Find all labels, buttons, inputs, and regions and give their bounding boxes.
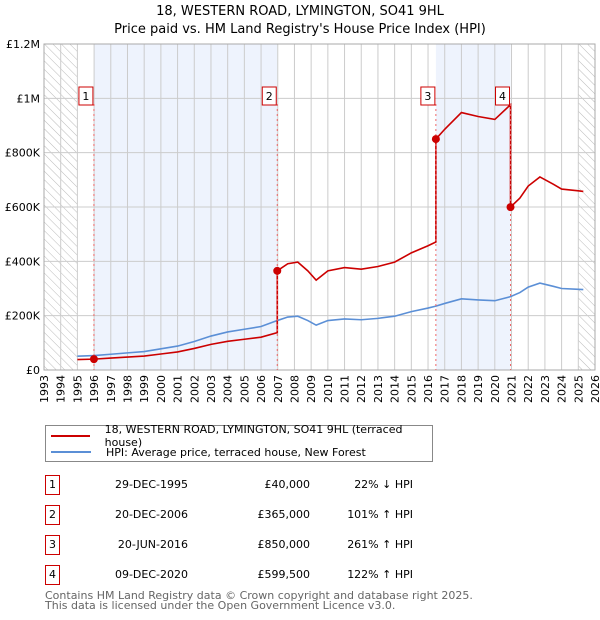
x-tick-label: 1997 [105, 375, 118, 403]
x-tick-label: 2025 [572, 375, 585, 403]
legend-item-price: 18, WESTERN ROAD, LYMINGTON, SO41 9HL (t… [46, 423, 432, 449]
legend-item-hpi: HPI: Average price, terraced house, New … [46, 444, 366, 460]
x-tick-label: 1996 [88, 375, 101, 403]
x-tick-label: 2021 [506, 375, 519, 403]
footer-line: Contains HM Land Registry data © Crown c… [45, 589, 473, 602]
x-tick-label: 1998 [121, 375, 134, 403]
sale-marker-box [261, 86, 277, 106]
x-tick-label: 2024 [556, 375, 569, 403]
sale-row: 3 20-JUN-2016 £850,000 261% ↑ HPI [45, 535, 445, 555]
sale-marker-box [78, 86, 94, 106]
legend-label: 18, WESTERN ROAD, LYMINGTON, SO41 9HL (t… [104, 423, 403, 449]
x-tick-label: 2014 [389, 375, 402, 403]
hpi-line [77, 282, 584, 357]
x-tick-label: 2017 [439, 375, 452, 403]
y-tick-label: £0 [26, 364, 40, 377]
x-tick-label: 2019 [472, 375, 485, 403]
x-tick-label: 2004 [222, 375, 235, 403]
sale-hpi-diff: 101% ↑ HPI [347, 508, 413, 521]
chart-subtitle: Price paid vs. HM Land Registry's House … [114, 22, 486, 37]
x-tick-label: 2023 [539, 375, 552, 403]
x-tick-label: 2020 [489, 375, 502, 403]
x-tick-label: 2010 [322, 375, 335, 403]
sale-date: 29-DEC-1995 [114, 478, 188, 491]
x-tick-label: 2002 [188, 375, 201, 403]
x-tick-label: 2011 [339, 375, 352, 403]
x-tick-label: 2000 [155, 375, 168, 403]
sale-hpi-diff: 261% ↑ HPI [347, 538, 413, 551]
sale-marker-box [420, 86, 436, 106]
sale-date: 20-JUN-2016 [117, 538, 188, 551]
sale-hpi-diff: 122% ↑ HPI [347, 568, 413, 581]
footer-line: This data is licensed under the Open Gov… [45, 599, 396, 612]
legend-label: HPI: Average price, terraced house, New … [106, 445, 366, 459]
sale-price: £365,000 [257, 508, 311, 521]
x-tick-label: 2012 [355, 375, 368, 403]
y-tick-label: £800K [5, 147, 41, 160]
sale-point [506, 203, 515, 212]
sale-row: 4 09-DEC-2020 £599,500 122% ↑ HPI [45, 565, 445, 585]
x-tick-label: 1995 [71, 375, 84, 403]
x-tick-label: 1999 [138, 375, 151, 403]
sale-point [89, 355, 98, 364]
sale-date: 20-DEC-2006 [114, 508, 188, 521]
chart-title: 18, WESTERN ROAD, LYMINGTON, SO41 9HL [156, 4, 444, 19]
sale-hpi-diff: 22% ↓ HPI [354, 478, 413, 491]
y-tick-label: £200K [5, 310, 41, 323]
x-tick-label: 2005 [238, 375, 251, 403]
x-tick-label: 2001 [172, 375, 185, 403]
x-tick-label: 2013 [372, 375, 385, 403]
sale-point [431, 135, 440, 144]
legend: 18, WESTERN ROAD, LYMINGTON, SO41 9HL (t… [45, 423, 433, 462]
sale-marker-label: 4 [499, 90, 506, 103]
y-tick-label: £1M [17, 92, 41, 105]
plot-area: 1993 1994 1995 1996 1997 1998 1999 2000 2001 2002… [5, 38, 600, 403]
x-tick-label: 1994 [55, 375, 68, 403]
y-tick-label: £400K [5, 255, 41, 268]
sale-marker-label: 3 [424, 90, 431, 103]
sale-price: £599,500 [257, 568, 311, 581]
sale-row: 2 20-DEC-2006 £365,000 101% ↑ HPI [45, 505, 445, 525]
sale-number: 1 [45, 475, 60, 495]
plot-border [43, 43, 596, 371]
x-tick-label: 2016 [422, 375, 435, 403]
x-tick-label: 2008 [288, 375, 301, 403]
sale-marker-box [495, 86, 511, 106]
sale-date: 09-DEC-2020 [114, 568, 188, 581]
sale-marker-label: 1 [82, 90, 89, 103]
sale-number: 3 [45, 535, 60, 555]
x-tick-label: 2009 [305, 375, 318, 403]
price-line [77, 102, 584, 361]
x-tick-label: 2026 [589, 375, 600, 403]
x-tick-label: 2015 [405, 375, 418, 403]
sale-number: 2 [45, 505, 60, 525]
x-tick-label: 2018 [455, 375, 468, 403]
x-tick-label: 2022 [522, 375, 535, 403]
sale-point [273, 266, 282, 275]
x-tick-label: 1993 [38, 375, 51, 403]
x-tick-label: 2007 [272, 375, 285, 403]
sale-number: 4 [45, 565, 60, 585]
sale-row: 1 29-DEC-1995 £40,000 22% ↓ HPI [45, 475, 445, 495]
y-tick-label: £1.2M [6, 38, 40, 51]
sale-price: £850,000 [257, 538, 311, 551]
sale-price: £40,000 [264, 478, 311, 491]
sale-marker-label: 2 [266, 90, 273, 103]
x-tick-label: 2003 [205, 375, 218, 403]
y-tick-label: £600K [5, 201, 41, 214]
x-tick-label: 2006 [255, 375, 268, 403]
